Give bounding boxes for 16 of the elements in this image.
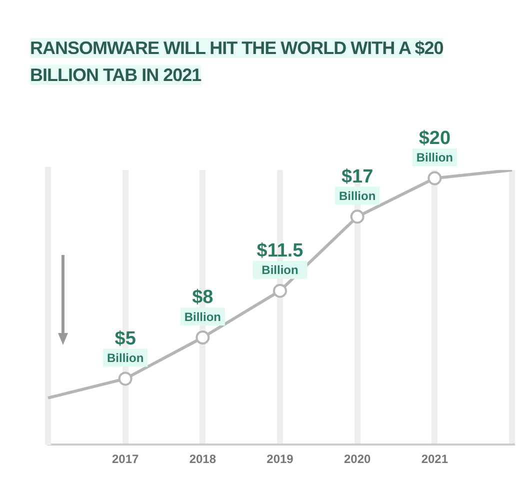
point: [196, 330, 210, 345]
text: $17 Billion: [338, 166, 376, 203]
text: $8 Billion: [184, 287, 222, 324]
x-tick-label: 2020: [344, 452, 372, 466]
point: [350, 210, 364, 224]
x-tick-label: 2017: [112, 452, 140, 466]
point: [118, 372, 132, 386]
x-tick-label: 2018: [189, 452, 216, 466]
text: $20 Billion: [416, 128, 454, 165]
point: [428, 171, 442, 186]
x-tick-label: 2019: [266, 452, 294, 466]
point: [273, 284, 287, 298]
text: $5 Billion: [106, 328, 144, 366]
text: $11.5 Billion: [256, 240, 304, 278]
x-tick-label: 2021: [421, 452, 448, 466]
chart-title: RANSOMWARE WILL HIT THE WORLD WITH A $20 BILLION TAB IN 2021: [30, 38, 444, 85]
